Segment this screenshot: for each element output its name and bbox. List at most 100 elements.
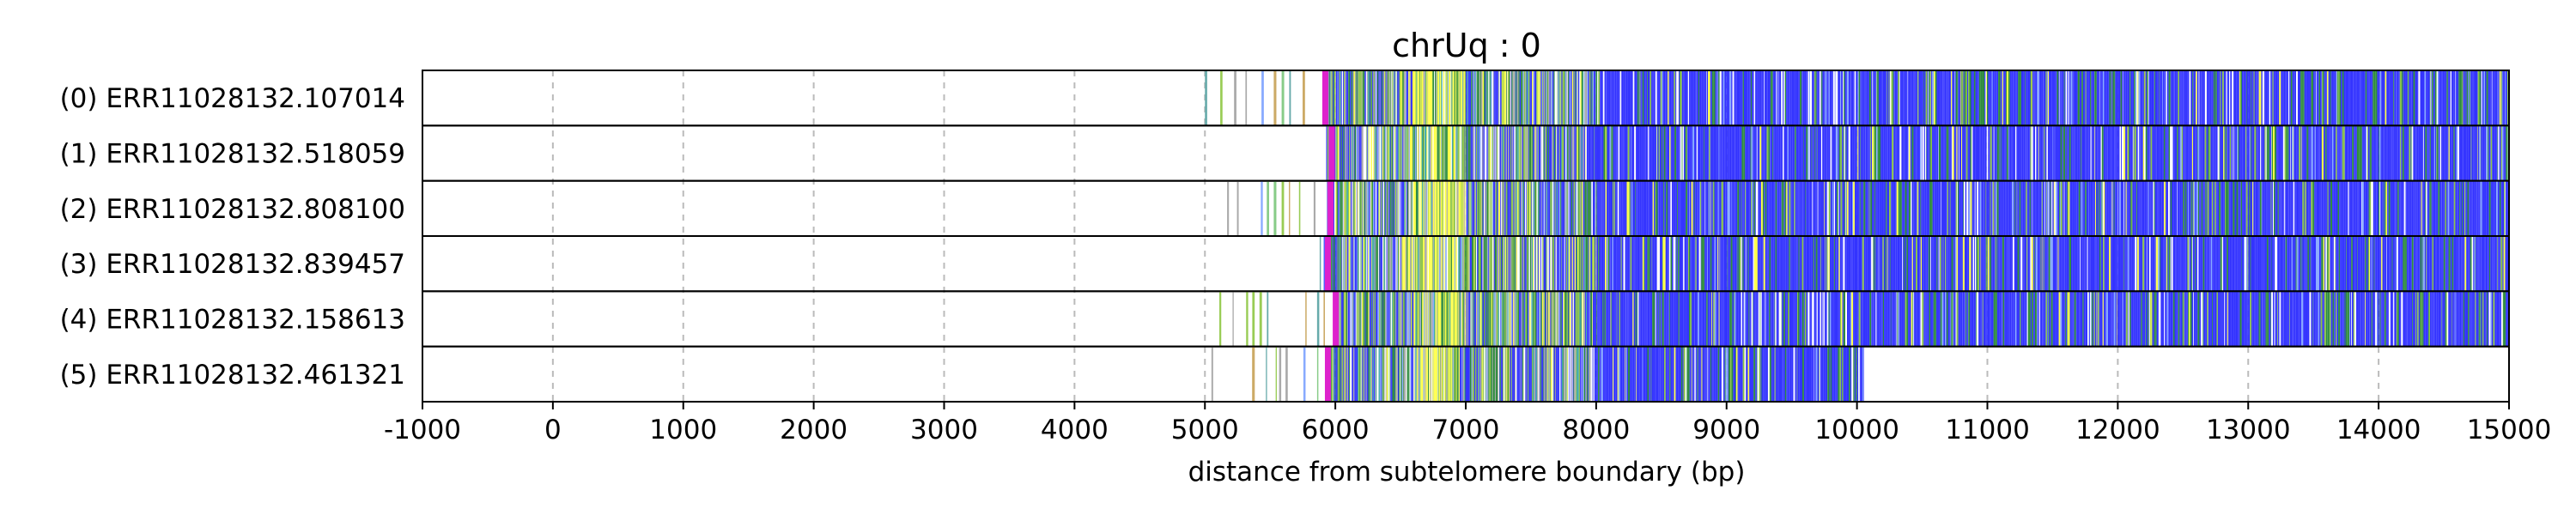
repeat-segment [2140,180,2142,236]
repeat-segment [2050,70,2052,126]
repeat-segment [1611,291,1613,347]
repeat-segment [1559,125,1562,181]
repeat-segment [1947,180,1949,236]
repeat-segment [2336,70,2337,126]
repeat-segment [1480,70,1483,126]
repeat-segment [1382,291,1384,347]
repeat-segment [1581,291,1583,347]
repeat-segment [1637,236,1639,292]
repeat-segment [2217,180,2220,236]
repeat-segment [2126,125,2128,181]
repeat-segment [2269,180,2270,236]
repeat-segment [1577,125,1580,181]
repeat-segment [1361,236,1363,292]
repeat-segment [1424,236,1425,292]
repeat-segment [1589,236,1590,292]
repeat-segment [2424,236,2427,292]
repeat-segment [1370,291,1372,347]
repeat-segment [2301,125,2303,181]
repeat-segment [1428,180,1430,236]
repeat-segment [1735,180,1738,236]
repeat-segment [1540,180,1542,236]
repeat-segment [2003,236,2005,292]
repeat-segment [1606,70,1607,126]
repeat-segment [2094,125,2095,181]
repeat-segment [1459,180,1461,236]
repeat-segment [2045,125,2047,181]
repeat-segment [2484,236,2486,292]
repeat-segment [2158,125,2160,181]
repeat-segment [2119,236,2121,292]
repeat-segment [2183,236,2185,292]
repeat-segment [1439,70,1441,126]
read-row: (0) ERR11028132.107014 [60,70,2510,127]
repeat-segment [1451,125,1454,181]
repeat-segment [1929,125,1931,181]
repeat-segment [1522,125,1525,181]
repeat-segment [1575,180,1577,236]
repeat-segment [1493,291,1495,347]
repeat-segment [1692,180,1694,236]
repeat-segment [1635,125,1637,181]
repeat-segment [1475,180,1477,236]
repeat-segment [2201,70,2203,126]
repeat-segment [1522,291,1524,347]
repeat-segment [1886,70,1887,126]
repeat-segment [1774,180,1776,236]
repeat-segment [1542,236,1544,292]
repeat-segment [1895,125,1897,181]
repeat-segment [1981,180,1984,236]
repeat-segment [1619,236,1621,292]
repeat-segment [1400,291,1402,347]
repeat-segment [2341,236,2343,292]
repeat-segment [2241,236,2243,292]
repeat-segment [1798,236,1800,292]
repeat-segment [2094,70,2095,126]
repeat-segment [1876,125,1878,181]
repeat-segment [2315,125,2318,181]
repeat-segment [2060,125,2063,181]
repeat-segment [1354,125,1357,181]
repeat-segment [2488,70,2490,126]
repeat-segment [2490,70,2492,126]
repeat-segment [1763,125,1765,181]
repeat-segment [1868,180,1870,236]
repeat-segment [1988,125,1990,181]
repeat-segment [1505,70,1506,126]
repeat-segment [1446,236,1449,292]
repeat-segment [2498,236,2500,292]
repeat-segment [1635,180,1637,236]
repeat-segment [2306,180,2308,236]
repeat-segment [1686,70,1688,126]
repeat-segment [2326,180,2328,236]
repeat-segment [1340,236,1342,292]
repeat-segment [1756,125,1758,181]
repeat-segment [2321,180,2324,236]
repeat-segment [1419,70,1420,126]
repeat-segment [1917,180,1918,236]
repeat-segment [1817,70,1819,126]
repeat-segment [2422,70,2425,126]
repeat-segment [2069,125,2071,181]
repeat-segment [2417,236,2420,292]
repeat-segment [1360,236,1362,292]
repeat-segment [1857,180,1859,236]
repeat-segment [1637,125,1640,181]
repeat-segment [1543,236,1545,292]
repeat-segment [1347,291,1348,347]
repeat-segment [1631,70,1633,126]
repeat-segment [1714,236,1716,292]
repeat-segment [1350,291,1352,347]
repeat-segment [1420,291,1422,347]
repeat-segment [2497,236,2499,292]
repeat-segment [2474,125,2476,181]
repeat-segment [2482,180,2485,236]
repeat-segment [1914,180,1917,236]
repeat-segment [1607,125,1608,181]
repeat-segment [2470,125,2472,181]
repeat-segment [1617,70,1619,126]
repeat-segment [1408,291,1411,347]
repeat-segment [1386,236,1388,292]
repeat-segment [2067,70,2069,126]
repeat-segment [2288,70,2290,126]
